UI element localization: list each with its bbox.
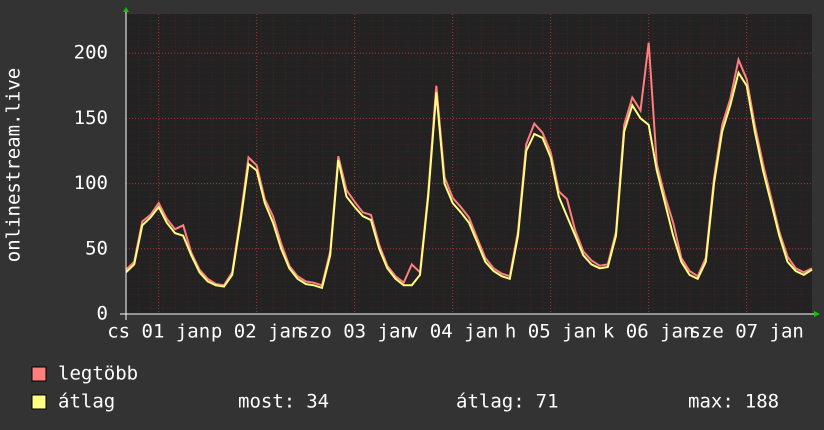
stat-value: 34 <box>306 391 329 413</box>
y-axis-title: onlinestream.live <box>3 68 25 262</box>
stat-label: max: <box>688 391 734 413</box>
x-tick-label: sze 07 jan <box>689 321 803 343</box>
legend-swatch <box>31 366 47 382</box>
legend-label: átlag <box>58 391 115 413</box>
x-tick-label: k 06 jan <box>603 321 695 343</box>
y-tick-label: 0 <box>97 303 108 325</box>
y-tick-label: 200 <box>74 42 108 64</box>
y-tick-label: 100 <box>74 172 108 194</box>
x-tick-label: v 04 jan <box>407 321 499 343</box>
legend-swatch <box>31 394 47 410</box>
minor-grid <box>126 14 812 314</box>
stat-value: 188 <box>745 391 779 413</box>
stat-value: 71 <box>536 391 559 413</box>
legend-label: legtöbb <box>58 363 138 385</box>
series-line <box>125 70 813 290</box>
y-tick-label: 150 <box>74 107 108 129</box>
y-tick-label: 50 <box>85 237 108 259</box>
stat-label: átlag: <box>456 391 525 413</box>
x-tick-label: szo 03 jan <box>297 321 411 343</box>
y-arrow <box>123 7 129 12</box>
stat-label: most: <box>238 391 295 413</box>
x-tick-label: cs 01 jan <box>107 321 210 343</box>
x-tick-label: p 02 jan <box>211 321 303 343</box>
x-tick-label: h 05 jan <box>505 321 597 343</box>
x-arrow <box>814 311 820 317</box>
